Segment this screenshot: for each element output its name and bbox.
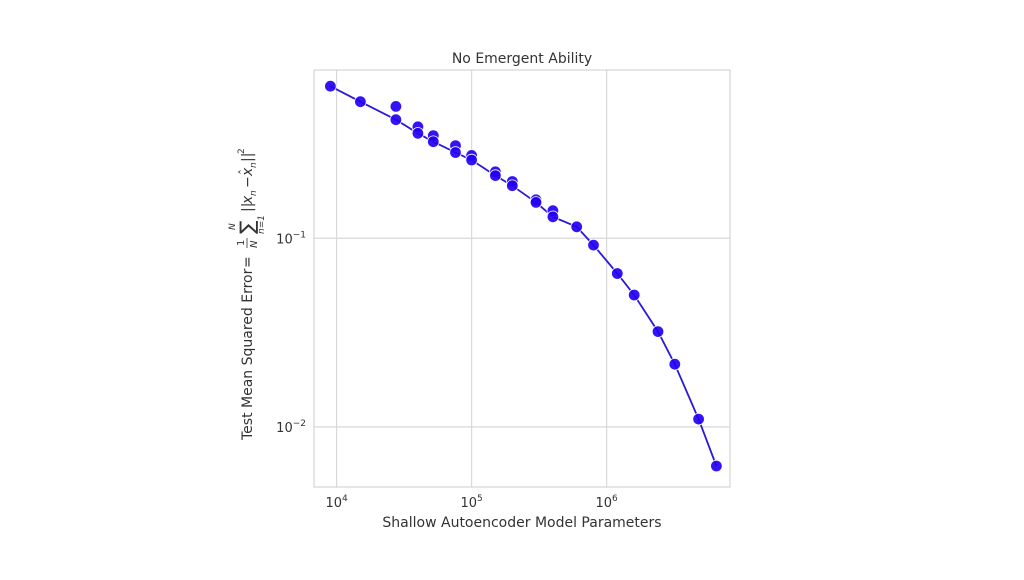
tick-labels: 104 105 106 10−1 10−2 <box>276 230 618 511</box>
data-point <box>692 412 705 426</box>
equation-norm-open: || <box>240 203 256 212</box>
equation-x: x <box>240 195 256 205</box>
plot-frame <box>313 69 731 488</box>
equation-x-sub: n <box>249 190 259 196</box>
equation-denominator: N <box>249 240 260 248</box>
equation-sum-upper: N <box>228 223 238 230</box>
data-point <box>489 169 502 182</box>
data-point <box>324 79 337 93</box>
x-tick-label-1: 105 <box>460 494 482 511</box>
data-point <box>651 325 665 338</box>
data-point <box>628 288 641 302</box>
equation-sum-sign: ∑ <box>235 220 259 234</box>
data-point <box>710 459 723 473</box>
data-point <box>449 146 462 159</box>
data-point <box>529 196 543 209</box>
grid <box>314 70 730 487</box>
x-tick-label-2: 106 <box>595 494 618 511</box>
data-point <box>354 95 367 108</box>
x-tick-label-0: 104 <box>325 494 348 511</box>
y-axis-equation: = (1/N) ∑_{n=1}^{N} ||x_n − x̂_n||² =1 N∑… <box>228 148 267 268</box>
equation-minus: − <box>240 176 256 188</box>
y-axis-label-text: Test Mean Squared Error <box>240 268 256 441</box>
x-axis-label: Shallow Autoencoder Model Parameters <box>382 515 661 531</box>
equation-numerator: 1 <box>236 240 247 246</box>
data-point <box>546 210 560 224</box>
equation-norm-close: || <box>240 153 256 162</box>
data-point <box>570 220 583 234</box>
data-point <box>411 127 425 140</box>
chart-title: No Emergent Ability <box>452 51 592 67</box>
series-line-layer <box>329 85 718 467</box>
y-tick-label-0: 10−1 <box>276 230 306 247</box>
equation-square: 2 <box>237 148 247 154</box>
data-point <box>587 238 600 252</box>
equation-equals: = <box>240 256 256 268</box>
equation-hat: ˆ <box>237 169 251 175</box>
y-axis-label: Test Mean Squared Error = (1/N) ∑_{n=1}^… <box>228 148 267 441</box>
equation-xhat-sub: n <box>249 162 259 168</box>
data-point <box>465 153 478 167</box>
y-tick-label-1: 10−2 <box>276 419 306 436</box>
equation-sum-lower: n=1 <box>257 215 267 234</box>
data-point <box>611 267 624 280</box>
data-point <box>389 100 403 113</box>
data-point <box>389 113 403 126</box>
data-point <box>427 135 440 148</box>
data-point <box>506 179 519 192</box>
data-points <box>324 79 723 473</box>
data-point <box>668 358 682 371</box>
series-line <box>329 85 718 467</box>
equation-xhat: x <box>240 167 256 177</box>
